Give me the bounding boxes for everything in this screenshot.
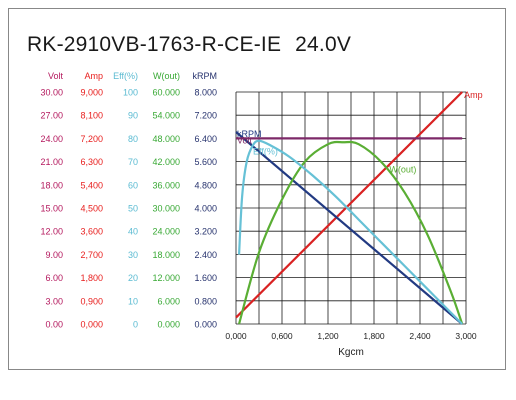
axis-header-volt: Volt [48, 71, 64, 81]
y-tick-label-volt: 24.00 [40, 134, 63, 144]
y-tick-label-amp: 3,600 [80, 227, 103, 237]
y-tick-label-volt: 3.00 [45, 296, 63, 306]
y-tick-label-krpm: 8.000 [194, 88, 217, 98]
y-tick-label-krpm: 5.600 [194, 157, 217, 167]
grid [235, 91, 467, 325]
y-tick-label-wout: 42.000 [152, 157, 180, 167]
y-tick-label-amp: 9,000 [80, 88, 103, 98]
series-line-eff [237, 139, 463, 325]
series-line-amp [235, 91, 463, 319]
y-tick-label-volt: 6.00 [45, 273, 63, 283]
y-tick-label-amp: 4,500 [80, 204, 103, 214]
y-tick-label-eff: 90 [128, 111, 138, 121]
y-tick-label-wout: 24.000 [152, 227, 180, 237]
y-tick-label-amp: 7,200 [80, 134, 103, 144]
y-tick-label-krpm: 6.400 [194, 134, 217, 144]
y-tick-label-wout: 60.000 [152, 88, 180, 98]
y-tick-label-amp: 2,700 [80, 250, 103, 260]
y-tick-label-wout: 54.000 [152, 111, 180, 121]
y-tick-label-eff: 100 [123, 88, 138, 98]
y-tick-label-volt: 0.00 [45, 320, 63, 330]
y-tick-label-krpm: 4.000 [194, 204, 217, 214]
y-tick-label-wout: 48.000 [152, 134, 180, 144]
y-tick-label-krpm: 0.000 [194, 320, 217, 330]
y-tick-label-eff: 40 [128, 227, 138, 237]
series-label-volt: Volt [237, 135, 253, 145]
y-tick-label-eff: 20 [128, 273, 138, 283]
y-tick-label-eff: 60 [128, 180, 138, 190]
series-label-amp: Amp [464, 90, 483, 100]
y-tick-label-eff: 70 [128, 157, 138, 167]
model-name: RK-2910VB-1763-R-CE-IE [27, 33, 282, 56]
y-tick-label-volt: 21.00 [40, 157, 63, 167]
series-line-w-out [238, 140, 464, 325]
y-tick-label-volt: 18.00 [40, 180, 63, 190]
axis-header-wout: W(out) [153, 71, 180, 81]
y-tick-label-amp: 0,900 [80, 296, 103, 306]
y-tick-label-wout: 36.000 [152, 180, 180, 190]
x-tick-label: 1,800 [363, 331, 385, 341]
y-tick-label-krpm: 1.600 [194, 273, 217, 283]
axis-header-eff: Eff(%) [113, 71, 138, 81]
x-tick-label: 3,000 [455, 331, 477, 341]
series-line-krpm [235, 131, 463, 325]
y-tick-label-krpm: 3.200 [194, 227, 217, 237]
series-label-krpm: kRPM [237, 129, 262, 139]
y-tick-label-volt: 9.00 [45, 250, 63, 260]
y-tick-label-volt: 27.00 [40, 111, 63, 121]
y-tick-label-volt: 30.00 [40, 88, 63, 98]
x-tick-label: 0,600 [271, 331, 293, 341]
y-tick-label-wout: 18.000 [152, 250, 180, 260]
y-tick-label-amp: 6,300 [80, 157, 103, 167]
y-tick-label-eff: 0 [133, 320, 138, 330]
y-tick-label-krpm: 7.200 [194, 111, 217, 121]
y-tick-label-eff: 50 [128, 204, 138, 214]
y-tick-label-krpm: 2.400 [194, 250, 217, 260]
y-tick-label-eff: 30 [128, 250, 138, 260]
y-tick-label-amp: 1,800 [80, 273, 103, 283]
y-tick-label-volt: 15.00 [40, 204, 63, 214]
x-tick-label: 1,200 [317, 331, 339, 341]
rated-voltage: 24.0V [295, 33, 352, 56]
axis-header-amp: Amp [84, 71, 103, 81]
y-tick-label-eff: 80 [128, 134, 138, 144]
chart-frame [8, 8, 506, 370]
x-tick-label: 0,000 [225, 331, 247, 341]
series-label-eff: Eff(%) [253, 147, 278, 157]
series-label-w-out: W(out) [389, 165, 416, 175]
chart-title: RK-2910VB-1763-R-CE-IE 24.0V [27, 33, 351, 57]
y-tick-label-wout: 0.000 [157, 320, 180, 330]
y-tick-label-wout: 6.000 [157, 296, 180, 306]
y-tick-label-wout: 12.000 [152, 273, 180, 283]
y-tick-label-amp: 0,000 [80, 320, 103, 330]
y-tick-label-eff: 10 [128, 296, 138, 306]
y-tick-label-amp: 8,100 [80, 111, 103, 121]
y-tick-label-krpm: 0.800 [194, 296, 217, 306]
axis-header-krpm: kRPM [193, 71, 218, 81]
x-tick-label: 2,400 [409, 331, 431, 341]
y-tick-label-krpm: 4.800 [194, 180, 217, 190]
axes: Volt 30.00 27.00 24.00 21.00 18.00 15.00 12.00 9… [40, 71, 476, 341]
y-tick-label-volt: 12.00 [40, 227, 63, 237]
y-tick-label-wout: 30.000 [152, 204, 180, 214]
x-axis-label: Kgcm [338, 347, 364, 358]
y-tick-label-amp: 5,400 [80, 180, 103, 190]
